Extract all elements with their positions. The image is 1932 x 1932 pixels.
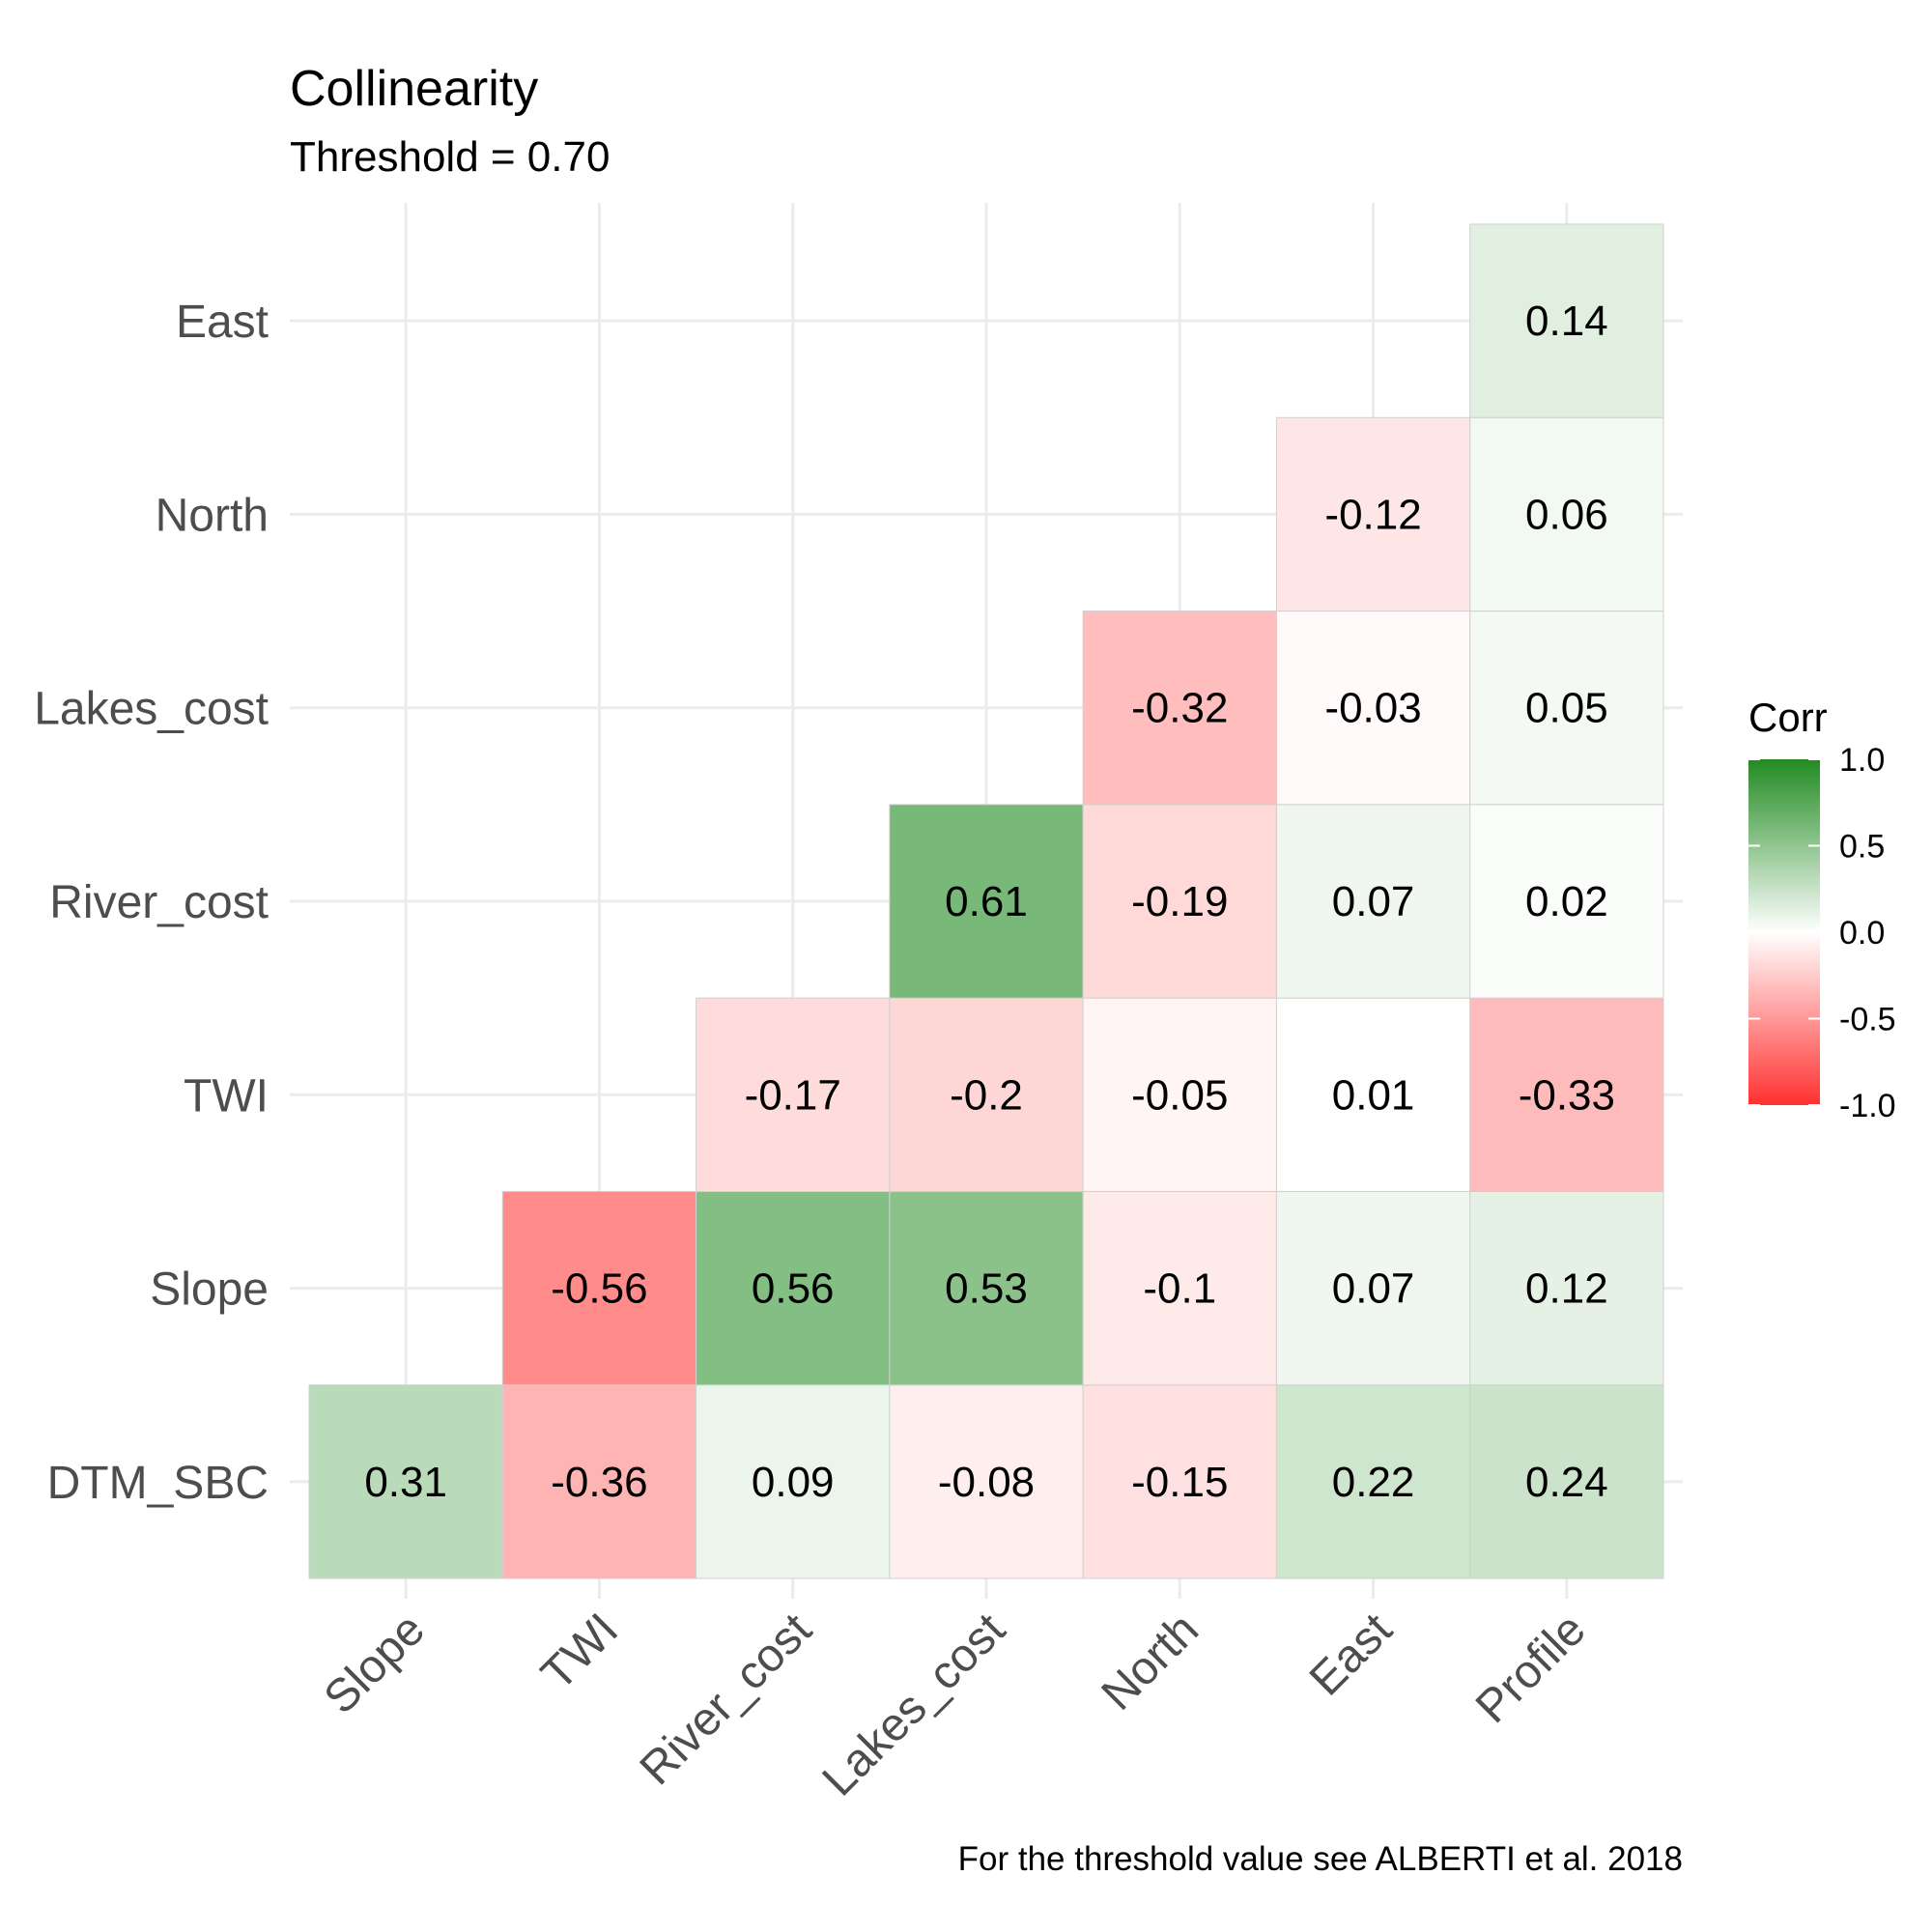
x-tick-label: Lakes_cost [813, 1604, 1015, 1805]
heatmap-cell [1082, 997, 1277, 1192]
x-tick-label: Profile [1466, 1604, 1596, 1733]
cell-value-label: 0.24 [1525, 1459, 1608, 1506]
x-tick-label: River_cost [631, 1604, 822, 1795]
legend-tick-label: -0.5 [1839, 1002, 1896, 1038]
cell-value-label: -0.15 [1131, 1459, 1228, 1506]
cell-value-label: 0.22 [1332, 1459, 1415, 1506]
cell-value-label: 0.02 [1525, 878, 1608, 925]
cell-value-label: -0.12 [1324, 491, 1421, 538]
legend-tick-label: 0.0 [1839, 915, 1885, 952]
heatmap-cell [1469, 611, 1664, 806]
cell-value-label: 0.56 [752, 1265, 835, 1313]
heatmap-cell [696, 997, 891, 1192]
cell-value-label: -0.33 [1519, 1071, 1615, 1119]
chart-subtitle: Threshold = 0.70 [290, 133, 611, 181]
cell-value-label: 0.06 [1525, 491, 1608, 538]
cell-value-label: 0.01 [1332, 1071, 1415, 1119]
cell-value-label: 0.07 [1332, 1265, 1415, 1313]
chart-caption: For the threshold value see ALBERTI et a… [957, 1840, 1683, 1878]
heatmap-cell [696, 1384, 891, 1579]
y-tick-label: Slope [150, 1264, 269, 1316]
cell-value-label: 0.09 [752, 1459, 835, 1506]
heatmap-cell [889, 1384, 1084, 1579]
cell-value-label: 0.12 [1525, 1265, 1608, 1313]
heatmap-cells: 0.31 -0.36 0.09 -0.08 -0.15 0.22 0.24 -0.56 0.56… [308, 223, 1664, 1579]
y-tick-label: Lakes_cost [34, 684, 269, 735]
heatmap-cell [889, 1190, 1084, 1386]
cell-value-label: -0.56 [551, 1265, 647, 1313]
cell-value-label: 0.07 [1332, 878, 1415, 925]
cell-value-label: -0.36 [551, 1459, 647, 1506]
heatmap-cell [501, 1190, 697, 1386]
cell-value-label: -0.1 [1143, 1265, 1216, 1313]
legend: Corr 1.0 0.5 0.0 -0.5 -1.0 [1748, 695, 1896, 1124]
heatmap-cell [1082, 1190, 1277, 1386]
heatmap-cell [1469, 1190, 1664, 1386]
cell-value-label: -0.32 [1131, 685, 1228, 732]
heatmap-cell [889, 804, 1084, 999]
y-tick-label: River_cost [49, 877, 269, 928]
cell-value-label: 0.61 [945, 878, 1028, 925]
heatmap-cell [1082, 804, 1277, 999]
cell-value-label: 0.31 [364, 1459, 447, 1506]
heatmap-cell [1275, 611, 1471, 806]
heatmap-cell [1082, 611, 1277, 806]
x-tick-label: TWI [532, 1604, 629, 1700]
heatmap-cell [889, 997, 1084, 1192]
cell-value-label: -0.05 [1131, 1071, 1228, 1119]
legend-title: Corr [1748, 695, 1828, 740]
heatmap-cell [1469, 1384, 1664, 1579]
heatmap-cell [1082, 1384, 1277, 1579]
cell-value-label: 0.53 [945, 1265, 1028, 1313]
cell-value-label: -0.17 [745, 1071, 841, 1119]
cell-value-label: -0.2 [950, 1071, 1023, 1119]
heatmap-cell [501, 1384, 697, 1579]
heatmap-cell [1275, 804, 1471, 999]
y-tick-label: North [156, 490, 269, 541]
heatmap-cell [1275, 1190, 1471, 1386]
heatmap-cell [1469, 416, 1664, 612]
cell-value-label: 0.05 [1525, 685, 1608, 732]
y-axis-labels: DTM_SBC Slope TWI River_cost Lakes_cost North… [34, 297, 269, 1509]
heatmap-cell [696, 1190, 891, 1386]
cell-value-label: -0.19 [1131, 878, 1228, 925]
x-tick-label: Slope [315, 1604, 435, 1723]
chart-title: Collinearity [290, 61, 539, 117]
y-tick-label: East [176, 297, 269, 348]
cell-value-label: 0.14 [1525, 298, 1608, 345]
heatmap-cell [1275, 416, 1471, 612]
legend-colorbar [1748, 759, 1820, 1105]
heatmap-cell [308, 1384, 503, 1579]
legend-tick-label: -1.0 [1839, 1088, 1896, 1124]
y-tick-label: TWI [184, 1070, 269, 1122]
x-tick-label: North [1093, 1604, 1208, 1719]
legend-tick-label: 0.5 [1839, 829, 1885, 866]
cell-value-label: -0.08 [938, 1459, 1035, 1506]
y-tick-label: DTM_SBC [47, 1458, 269, 1509]
cell-value-label: -0.03 [1324, 685, 1421, 732]
legend-tick-label: 1.0 [1839, 742, 1885, 779]
heatmap-cell [1469, 223, 1664, 418]
x-tick-label: East [1300, 1604, 1402, 1705]
